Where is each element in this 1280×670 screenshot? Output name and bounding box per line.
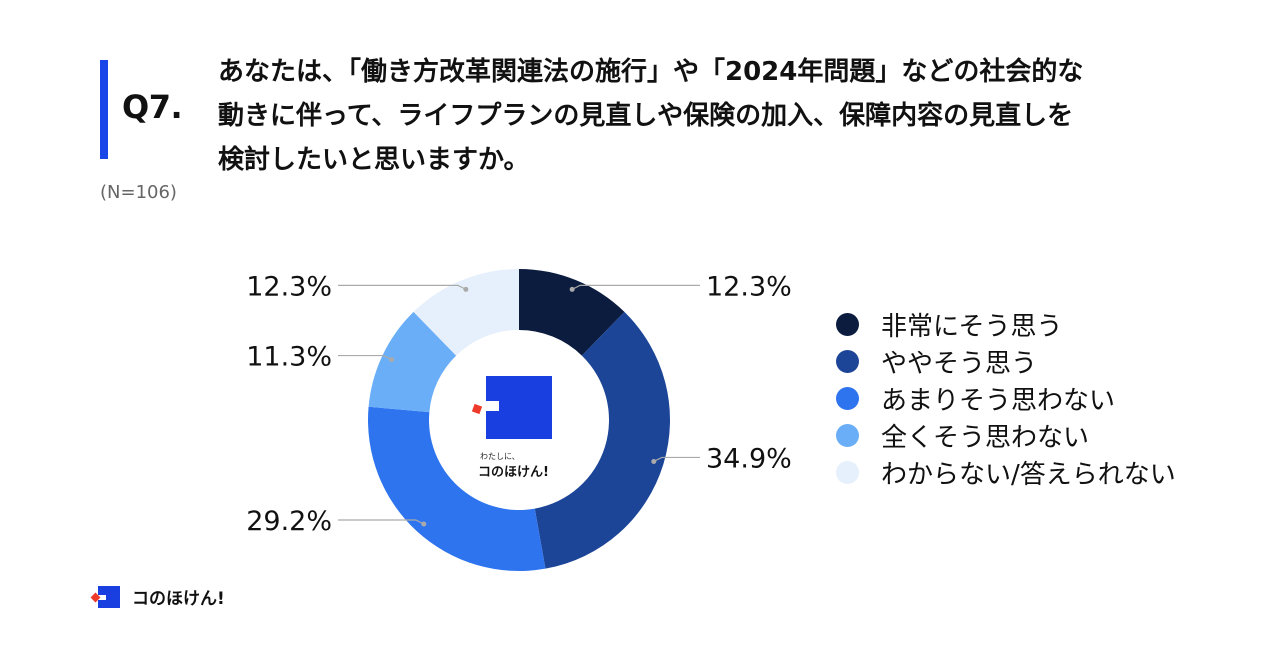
footer-logo: コのほけん!: [90, 584, 225, 609]
legend-label: わからない/答えられない: [881, 460, 1176, 490]
center-logo-brand: コのほけん!: [478, 465, 549, 480]
center-logo-tagline: わたしに、: [480, 452, 520, 461]
question-line: 動きに伴って、ライフプランの見直しや保険の加入、保障内容の見直しを: [218, 101, 1074, 131]
legend-label: 全くそう思わない: [881, 423, 1090, 453]
legend-label: 非常にそう思う: [881, 312, 1063, 342]
donut-slice: [534, 311, 670, 569]
center-logo-red-mark: [471, 403, 483, 415]
legend-swatch: [836, 350, 859, 373]
question-accent-bar: [100, 60, 108, 159]
legend-swatch: [836, 424, 859, 447]
legend-item: わからない/答えられない: [836, 454, 1176, 491]
legend-item: あまりそう思わない: [836, 380, 1176, 417]
legend-label: あまりそう思わない: [881, 386, 1116, 416]
leader-line: [338, 519, 425, 525]
chart-legend: 非常にそう思う ややそう思うあまりそう思わない 全くそう思わないわからない/答えられ…: [836, 306, 1176, 491]
leader-line: [338, 284, 467, 290]
leader-line: [653, 456, 700, 462]
center-logo: わたしに、 コのほけん!: [471, 376, 552, 480]
data-label: 12.3%: [706, 271, 792, 302]
legend-item: 全くそう思わない: [836, 417, 1176, 454]
data-label: 12.3%: [246, 271, 332, 302]
donut-slice: [519, 269, 625, 356]
legend-swatch: [836, 461, 859, 484]
legend-swatch: [836, 387, 859, 410]
legend-label: ややそう思う: [881, 349, 1038, 379]
leader-line: [338, 354, 392, 361]
data-label: 29.2%: [246, 506, 332, 537]
data-label: 11.3%: [246, 342, 332, 373]
footer-brand-text: コのほけん!: [132, 589, 225, 609]
legend-item: ややそう思う: [836, 343, 1176, 380]
data-label: 34.9%: [706, 443, 792, 474]
question-number: Q7.: [122, 88, 183, 126]
question-text: あなたは、「働き方改革関連法の施行」や「2024年問題」などの社会的な 動きに伴…: [218, 50, 1228, 182]
legend-item: 非常にそう思う: [836, 306, 1176, 343]
donut-slice: [413, 269, 519, 356]
legend-swatch: [836, 313, 859, 336]
footer-logo-icon: [90, 585, 120, 608]
donut-slice: [368, 311, 457, 413]
leader-line: [571, 284, 700, 290]
center-logo-notch: [486, 401, 499, 411]
question-line: あなたは、「働き方改革関連法の施行」や「2024年問題」などの社会的な: [218, 57, 1084, 87]
donut-slice: [367, 406, 546, 571]
question-line: 検討したいと思いますか。: [218, 145, 530, 175]
sample-size: (N=106): [100, 182, 177, 203]
